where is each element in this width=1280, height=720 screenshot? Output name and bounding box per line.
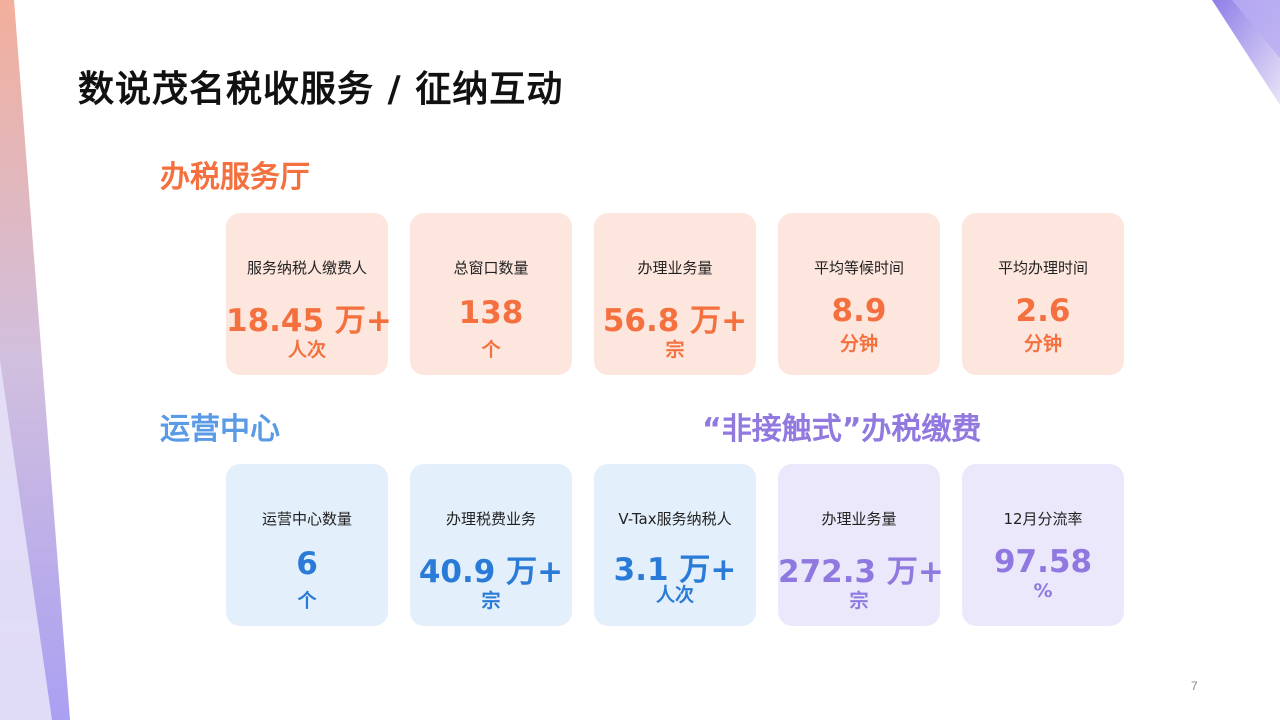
stat-card: 运营中心数量 6 个 <box>226 464 388 626</box>
stat-value: 138 <box>458 295 524 331</box>
stat-value: 6 <box>296 546 318 582</box>
top-right-accent <box>1212 0 1280 105</box>
stat-unit: 宗 <box>665 339 685 361</box>
stat-value: 3.1 万+ <box>613 552 737 588</box>
section-title-hall: 办税服务厅 <box>160 160 310 195</box>
stat-unit: 宗 <box>849 590 869 612</box>
section-title-ops: 运营中心 <box>160 412 280 447</box>
stat-value: 8.9 <box>831 293 887 329</box>
stat-value: 18.45 万+ <box>226 303 392 339</box>
stat-value: 97.58 <box>993 544 1093 580</box>
left-accent-stripe <box>0 0 70 720</box>
stat-label: 服务纳税人缴费人 <box>246 259 367 277</box>
stat-unit: 分钟 <box>839 333 878 355</box>
page-number: 7 <box>1191 679 1198 693</box>
stat-unit: 宗 <box>481 590 501 612</box>
stat-value: 2.6 <box>1015 293 1071 329</box>
stat-label: 平均等候时间 <box>813 259 904 277</box>
stat-unit: 个 <box>481 339 501 361</box>
stat-label: 办理业务量 <box>637 259 713 277</box>
stat-value: 56.8 万+ <box>602 303 748 339</box>
stat-unit: 分钟 <box>1023 333 1062 355</box>
stat-card: 办理业务量 56.8 万+ 宗 <box>594 213 756 375</box>
stat-unit: % <box>1033 580 1053 602</box>
stat-unit: 个 <box>297 590 317 612</box>
stat-card: 办理业务量 272.3 万+ 宗 <box>778 464 944 626</box>
stat-card: V-Tax服务纳税人 3.1 万+ 人次 <box>594 464 756 626</box>
stat-value: 272.3 万+ <box>778 554 944 590</box>
stat-card: 12月分流率 97.58 % <box>962 464 1124 626</box>
stat-label: 12月分流率 <box>1003 510 1083 528</box>
stat-card: 办理税费业务 40.9 万+ 宗 <box>410 464 572 626</box>
stat-value: 40.9 万+ <box>418 554 564 590</box>
stat-label: 平均办理时间 <box>997 259 1088 277</box>
stat-card: 服务纳税人缴费人 18.45 万+ 人次 <box>226 213 392 375</box>
stat-card: 平均办理时间 2.6 分钟 <box>962 213 1124 375</box>
stat-label: 总窗口数量 <box>453 259 529 277</box>
stat-card: 总窗口数量 138 个 <box>410 213 572 375</box>
stat-unit: 人次 <box>655 584 694 606</box>
stat-label: 运营中心数量 <box>261 510 352 528</box>
stat-label: V-Tax服务纳税人 <box>618 510 732 528</box>
section-title-contactless: “非接触式”办税缴费 <box>702 412 982 447</box>
top-right-accent-light <box>1232 0 1280 58</box>
stat-unit: 人次 <box>287 339 326 361</box>
stat-label: 办理税费业务 <box>445 510 536 528</box>
stat-label: 办理业务量 <box>821 510 897 528</box>
page-title: 数说茂名税收服务 / 征纳互动 <box>78 69 564 110</box>
stat-card: 平均等候时间 8.9 分钟 <box>778 213 940 375</box>
left-accent-stripe-light <box>0 360 52 720</box>
